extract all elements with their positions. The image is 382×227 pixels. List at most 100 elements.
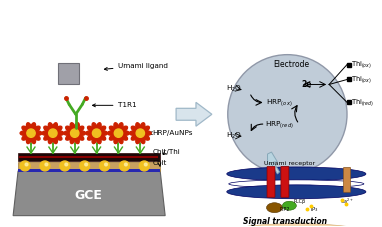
Ellipse shape (131, 135, 138, 140)
Text: Thi$_{(ox)}$: Thi$_{(ox)}$ (351, 74, 372, 85)
Circle shape (144, 163, 147, 166)
Ellipse shape (74, 136, 79, 143)
FancyBboxPatch shape (281, 166, 289, 197)
Ellipse shape (229, 180, 364, 188)
Ellipse shape (99, 126, 106, 132)
Ellipse shape (55, 126, 62, 132)
Text: Signal transduction: Signal transduction (243, 217, 327, 226)
Ellipse shape (74, 123, 79, 130)
Circle shape (65, 163, 68, 166)
Circle shape (114, 129, 123, 137)
Ellipse shape (144, 131, 151, 135)
Text: GCE: GCE (75, 189, 103, 202)
Circle shape (100, 161, 110, 171)
Ellipse shape (34, 131, 42, 135)
Ellipse shape (267, 203, 282, 213)
Ellipse shape (22, 126, 29, 132)
Ellipse shape (66, 135, 72, 140)
Ellipse shape (20, 131, 28, 135)
Ellipse shape (87, 135, 94, 140)
Ellipse shape (66, 126, 72, 132)
Ellipse shape (53, 123, 57, 130)
Ellipse shape (49, 123, 53, 130)
Ellipse shape (114, 136, 118, 143)
Ellipse shape (100, 131, 107, 135)
Text: T1R1: T1R1 (92, 102, 137, 108)
Ellipse shape (31, 123, 36, 130)
Ellipse shape (87, 126, 94, 132)
Text: Electrode: Electrode (273, 60, 309, 69)
Ellipse shape (129, 131, 137, 135)
Ellipse shape (86, 131, 93, 135)
Ellipse shape (22, 135, 29, 140)
Circle shape (20, 161, 30, 171)
Ellipse shape (108, 131, 115, 135)
Ellipse shape (282, 201, 296, 210)
Ellipse shape (97, 136, 101, 143)
Text: Chit/Thi: Chit/Thi (152, 149, 180, 155)
Ellipse shape (114, 123, 118, 130)
Circle shape (125, 163, 127, 166)
Ellipse shape (26, 123, 31, 130)
Polygon shape (176, 102, 212, 126)
Text: Ca$^{2+}$: Ca$^{2+}$ (340, 197, 354, 206)
Ellipse shape (227, 167, 366, 181)
Bar (18, 169, 160, 172)
Text: Umami receptor: Umami receptor (264, 161, 315, 166)
Ellipse shape (53, 136, 57, 143)
Ellipse shape (131, 126, 138, 132)
Ellipse shape (97, 123, 101, 130)
Bar (18, 162, 160, 171)
Polygon shape (13, 171, 165, 216)
Ellipse shape (77, 135, 84, 140)
Circle shape (85, 163, 87, 166)
Ellipse shape (109, 126, 116, 132)
Bar (18, 153, 160, 161)
Circle shape (228, 55, 347, 174)
Ellipse shape (64, 131, 71, 135)
Ellipse shape (26, 136, 31, 143)
Ellipse shape (136, 136, 141, 143)
Ellipse shape (31, 136, 36, 143)
Circle shape (139, 161, 149, 171)
Text: HRP/AuNPs: HRP/AuNPs (149, 130, 193, 136)
Circle shape (80, 161, 90, 171)
Ellipse shape (109, 135, 116, 140)
Ellipse shape (118, 136, 123, 143)
Ellipse shape (44, 135, 50, 140)
Ellipse shape (140, 123, 145, 130)
Ellipse shape (143, 126, 149, 132)
Circle shape (25, 163, 28, 166)
Ellipse shape (121, 135, 128, 140)
Ellipse shape (44, 126, 50, 132)
Ellipse shape (92, 123, 97, 130)
Ellipse shape (143, 135, 149, 140)
Ellipse shape (56, 131, 64, 135)
Ellipse shape (136, 123, 141, 130)
Text: 2e: 2e (301, 80, 312, 89)
Circle shape (45, 163, 48, 166)
Text: Thi$_{(red)}$: Thi$_{(red)}$ (351, 97, 374, 108)
Text: PIP2: PIP2 (279, 207, 290, 212)
Text: PLCβ: PLCβ (293, 199, 305, 204)
Text: HRP$_{(ox)}$: HRP$_{(ox)}$ (266, 97, 293, 108)
Text: Umami ligand: Umami ligand (104, 63, 168, 70)
Text: IP$_3$: IP$_3$ (310, 205, 319, 214)
Ellipse shape (42, 131, 49, 135)
FancyBboxPatch shape (343, 168, 351, 192)
Ellipse shape (140, 136, 145, 143)
Circle shape (27, 129, 35, 137)
Circle shape (71, 129, 79, 137)
Circle shape (120, 161, 129, 171)
Ellipse shape (70, 123, 75, 130)
FancyBboxPatch shape (267, 166, 275, 197)
Ellipse shape (77, 126, 84, 132)
Circle shape (40, 161, 50, 171)
Text: Chit: Chit (152, 160, 167, 166)
Circle shape (92, 129, 101, 137)
Ellipse shape (227, 185, 366, 199)
Polygon shape (267, 152, 280, 174)
Circle shape (49, 129, 57, 137)
Text: H$_2$O: H$_2$O (226, 131, 242, 141)
Ellipse shape (121, 126, 128, 132)
